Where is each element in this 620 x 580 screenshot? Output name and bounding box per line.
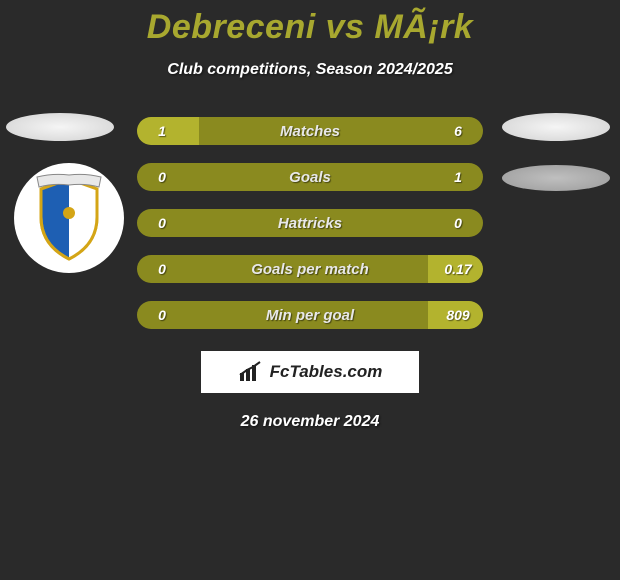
club-badge [14, 163, 124, 273]
stat-row-hattricks: 0 Hattricks 0 [137, 209, 483, 237]
stat-value-left: 0 [137, 307, 187, 323]
page-title: Debreceni vs MÃ¡rk [0, 0, 620, 47]
stat-row-goals: 0 Goals 1 [137, 163, 483, 191]
stat-value-right: 0 [433, 215, 483, 231]
stat-label: Hattricks [187, 215, 433, 232]
player-right-placeholder-2 [502, 165, 610, 191]
brand-box[interactable]: FcTables.com [201, 351, 419, 393]
stat-row-matches: 1 Matches 6 [137, 117, 483, 145]
stat-value-left: 0 [137, 169, 187, 185]
bar-chart-icon [238, 361, 266, 383]
shield-icon [29, 173, 109, 263]
stats-area: 1 Matches 6 0 Goals 1 0 Hattricks 0 0 Go… [0, 117, 620, 329]
stat-value-left: 1 [137, 123, 187, 139]
stat-rows: 1 Matches 6 0 Goals 1 0 Hattricks 0 0 Go… [137, 117, 483, 329]
date-line: 26 november 2024 [0, 413, 620, 431]
stat-value-right: 809 [433, 307, 483, 323]
stat-value-right: 0.17 [433, 261, 483, 277]
player-right-placeholder-1 [502, 113, 610, 141]
stat-value-right: 6 [433, 123, 483, 139]
stat-value-left: 0 [137, 261, 187, 277]
stat-row-min-per-goal: 0 Min per goal 809 [137, 301, 483, 329]
stat-row-goals-per-match: 0 Goals per match 0.17 [137, 255, 483, 283]
stat-label: Goals [187, 169, 433, 186]
stat-value-right: 1 [433, 169, 483, 185]
stat-label: Min per goal [187, 307, 433, 324]
stat-label: Matches [187, 123, 433, 140]
season-subtitle: Club competitions, Season 2024/2025 [0, 61, 620, 79]
player-left-placeholder [6, 113, 114, 141]
stat-label: Goals per match [187, 261, 433, 278]
brand-text: FcTables.com [270, 362, 383, 382]
stat-value-left: 0 [137, 215, 187, 231]
